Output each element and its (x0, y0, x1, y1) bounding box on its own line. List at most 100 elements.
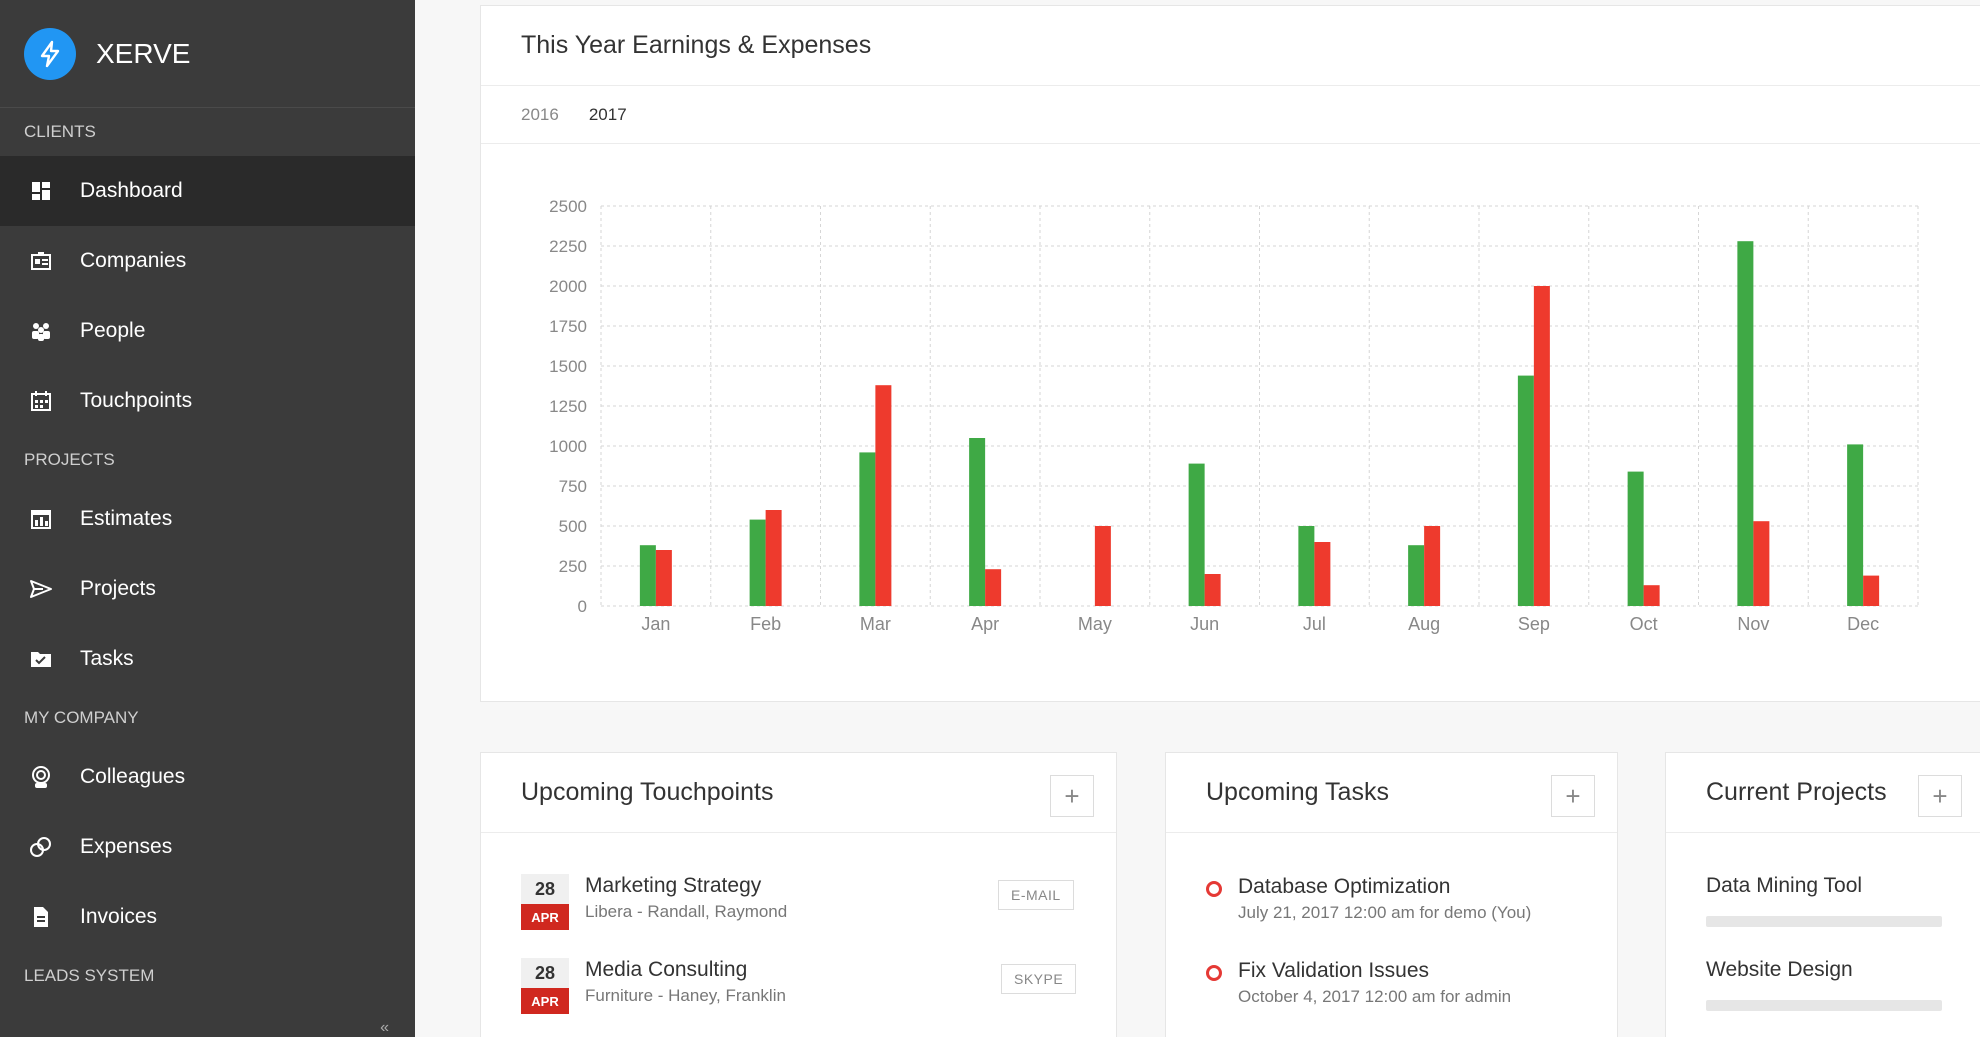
sidebar-item-colleagues[interactable]: Colleagues (0, 742, 415, 812)
chart-bar (859, 452, 876, 606)
colleagues-icon (28, 764, 54, 790)
x-tick-label: Jul (1303, 614, 1326, 634)
list-item[interactable]: Database Optimization July 21, 2017 12:0… (1206, 875, 1531, 923)
earnings-card: This Year Earnings & Expenses 2016 2017 … (480, 5, 1980, 702)
y-tick-label: 750 (559, 477, 587, 496)
date-badge: 28 APR (521, 874, 569, 930)
chart-bar (1094, 526, 1111, 606)
add-task-button[interactable]: + (1551, 775, 1595, 817)
touchpoints-card: Upcoming Touchpoints + 28 APR Marketing … (480, 752, 1117, 1037)
chart-bar (1863, 575, 1880, 606)
touchpoints-title: Upcoming Touchpoints (481, 753, 1116, 833)
chart-bar (1298, 526, 1315, 606)
sidebar-item-label: Tasks (80, 647, 134, 670)
list-item[interactable]: Data Mining Tool (1706, 874, 1942, 927)
task-title: Database Optimization (1238, 875, 1451, 898)
chart-bar (1533, 286, 1550, 606)
earnings-chart: 0 250 500 750 1000 1250 1500 1750 2000 2250 2500 Ja… (549, 197, 1919, 634)
sidebar-item-touchpoints[interactable]: Touchpoints (0, 366, 415, 436)
x-tick-label: Jun (1190, 614, 1219, 634)
x-tick-label: Nov (1737, 614, 1769, 634)
sidebar-item-label: Colleagues (80, 765, 186, 788)
chart-bar (1408, 545, 1425, 606)
year-tabs: 2016 2017 (481, 86, 1980, 144)
chart-bar (1314, 542, 1331, 606)
chart-bar (1627, 471, 1644, 606)
y-tick-label: 250 (559, 557, 587, 576)
add-project-button[interactable]: + (1918, 775, 1962, 817)
sidebar-item-projects[interactable]: Projects (0, 554, 415, 624)
y-tick-label: 2000 (549, 277, 587, 296)
add-touchpoint-button[interactable]: + (1050, 775, 1094, 817)
tab-2016[interactable]: 2016 (521, 104, 559, 124)
date-month: APR (521, 988, 569, 1014)
project-name: Data Mining Tool (1706, 874, 1863, 897)
chart-bar (1517, 375, 1534, 606)
x-tick-label: Aug (1408, 614, 1440, 634)
chart-bar (969, 438, 986, 606)
task-sub: July 21, 2017 12:00 am for demo (You) (1238, 903, 1532, 922)
touchpoint-title: Marketing Strategy (585, 874, 762, 897)
list-item[interactable]: 28 APR Media Consulting Furniture - Hane… (521, 958, 786, 1014)
list-item[interactable]: Fix Validation Issues October 4, 2017 12… (1206, 959, 1511, 1007)
sidebar-item-dashboard[interactable]: Dashboard (0, 156, 415, 226)
task-status-icon (1206, 881, 1222, 897)
list-item[interactable]: Website Design (1706, 958, 1942, 1011)
sidebar-item-label: Dashboard (80, 179, 183, 202)
section-title-clients: CLIENTS (24, 122, 96, 141)
y-tick-label: 1750 (549, 317, 587, 336)
y-tick-label: 500 (559, 517, 587, 536)
y-tick-label: 2250 (549, 237, 587, 256)
sidebar-item-estimates[interactable]: Estimates (0, 484, 415, 554)
brand: XERVE (0, 0, 415, 108)
y-tick-label: 1000 (549, 437, 587, 456)
channel-badge: E-MAIL (998, 880, 1074, 910)
section-title-my-company: MY COMPANY (24, 708, 139, 727)
calendar-icon (28, 388, 54, 414)
sidebar-item-tasks[interactable]: Tasks (0, 624, 415, 694)
sidebar-item-label: People (80, 319, 146, 342)
x-tick-label: Sep (1518, 614, 1550, 634)
sidebar-item-people[interactable]: People (0, 296, 415, 366)
x-tick-label: Oct (1630, 614, 1658, 634)
chart-bar (765, 510, 782, 606)
x-tick-label: Feb (750, 614, 781, 634)
app-name: XERVE (96, 37, 191, 69)
sidebar-item-expenses[interactable]: Expenses (0, 812, 415, 882)
sidebar-item-label: Companies (80, 249, 187, 272)
y-tick-label: 0 (578, 597, 587, 616)
chart-bar (1643, 585, 1660, 606)
sidebar-item-invoices[interactable]: Invoices (0, 882, 415, 952)
chart-bar (655, 550, 672, 606)
y-tick-label: 1250 (549, 397, 587, 416)
collapse-sidebar-icon[interactable]: « (380, 1019, 389, 1036)
date-day: 28 (521, 958, 569, 988)
sidebar-item-label: Estimates (80, 507, 173, 530)
date-badge: 28 APR (521, 958, 569, 1014)
chart-bar (1424, 526, 1441, 606)
sidebar: XERVE CLIENTS Dashboard Companies People… (0, 0, 415, 1037)
tab-2017[interactable]: 2017 (588, 104, 627, 124)
x-tick-label: May (1078, 614, 1112, 634)
project-name: Website Design (1706, 958, 1853, 981)
progress-bar (1706, 1000, 1942, 1011)
estimates-icon (28, 506, 54, 532)
sidebar-item-label: Touchpoints (80, 389, 193, 412)
section-title-projects: PROJECTS (24, 450, 115, 469)
chart-bar (1847, 444, 1864, 606)
people-icon (28, 318, 54, 344)
projects-card: Current Projects + Data Mining Tool Webs… (1665, 752, 1980, 1037)
sidebar-item-companies[interactable]: Companies (0, 226, 415, 296)
sidebar-item-label: Expenses (80, 835, 173, 858)
companies-icon (28, 248, 54, 274)
tasks-title: Upcoming Tasks (1166, 753, 1617, 833)
y-tick-label: 2500 (549, 197, 587, 216)
chart-bar (1753, 521, 1770, 606)
logo-icon[interactable] (24, 27, 76, 80)
list-item[interactable]: 28 APR Marketing Strategy Libera - Randa… (521, 874, 787, 930)
task-sub: October 4, 2017 12:00 am for admin (1238, 987, 1512, 1006)
dashboard-icon (28, 178, 54, 204)
x-tick-label: Jan (641, 614, 670, 634)
chart-bar (1188, 463, 1205, 606)
x-tick-label: Dec (1847, 614, 1879, 634)
